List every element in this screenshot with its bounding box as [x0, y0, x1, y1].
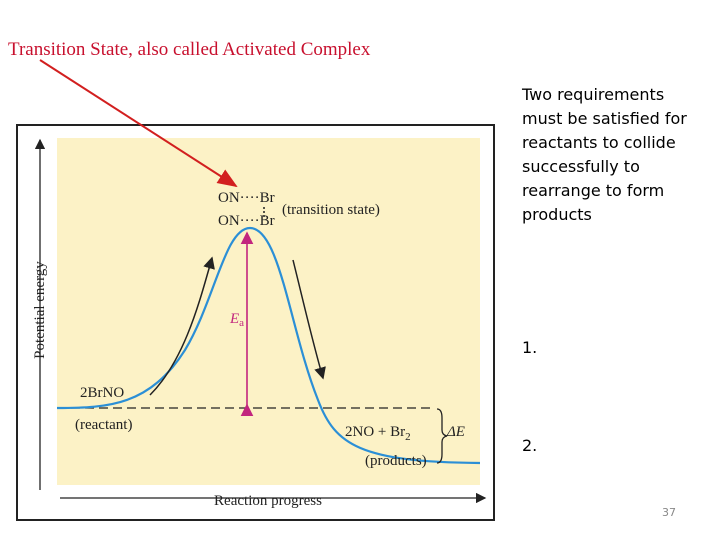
transition-state-line-2: ON····Br: [218, 213, 275, 229]
energy-curve: [56, 226, 481, 465]
diagram-background: [57, 138, 480, 485]
requirement-item: 2.: [522, 436, 538, 455]
forward-arrow: [149, 256, 215, 396]
energy-change: ΔE: [446, 424, 465, 440]
products-label: (products): [365, 453, 427, 469]
reactant-label: (reactant): [75, 417, 132, 433]
reactant-formula: 2BrNO: [80, 385, 124, 401]
bond-dot: [263, 215, 265, 217]
x-axis-label: Reaction progress: [214, 493, 322, 509]
products-formula-main: 2NO + Br: [345, 424, 405, 440]
products-formula: 2NO + Br2: [345, 424, 411, 443]
delta-brace: [436, 408, 448, 464]
bond-dot: [263, 207, 265, 209]
products-subscript: 2: [405, 431, 411, 443]
bond-dot: [263, 211, 265, 213]
activation-energy: Ea: [229, 311, 244, 329]
requirement-item: 1.: [522, 338, 538, 357]
transition-state-label: (transition state): [282, 202, 380, 218]
slide-title: Transition State, also called Activated …: [8, 39, 371, 60]
pointer-arrow: [39, 59, 238, 188]
downhill-arrow: [292, 259, 326, 380]
page-number: 37: [662, 506, 676, 519]
ea-symbol: E: [229, 311, 239, 327]
requirements-intro: Two requirements must be satisfied for r…: [522, 85, 687, 224]
y-axis-label: Potential energy: [32, 261, 48, 359]
ea-subscript: a: [239, 317, 244, 329]
transition-state-line-1: ON····Br: [218, 190, 275, 206]
